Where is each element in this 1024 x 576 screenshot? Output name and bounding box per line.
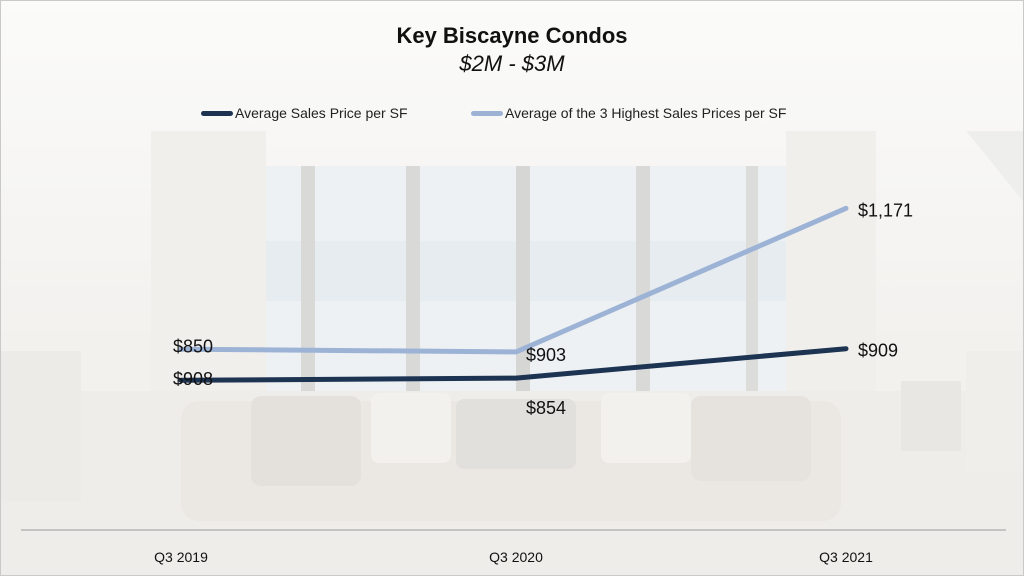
legend-swatch-average xyxy=(201,110,233,116)
legend-item-top3: Average of the 3 Highest Sales Prices pe… xyxy=(471,105,786,121)
series-line-0 xyxy=(178,346,849,383)
legend-label-average: Average Sales Price per SF xyxy=(235,105,408,121)
legend-item-average: Average Sales Price per SF xyxy=(201,105,408,121)
data-label-s1-1: $903 xyxy=(526,345,566,365)
x-tick-label-1: Q3 2020 xyxy=(489,549,543,565)
x-tick-label-0: Q3 2019 xyxy=(154,549,208,565)
data-label-s0-1: $854 xyxy=(526,398,566,418)
x-tick-label-2: Q3 2021 xyxy=(819,549,873,565)
data-label-s1-2: $1,171 xyxy=(858,200,913,220)
data-label-s0-2: $909 xyxy=(858,341,898,361)
legend: Average Sales Price per SF Average of th… xyxy=(1,105,1023,127)
legend-label-top3: Average of the 3 Highest Sales Prices pe… xyxy=(505,105,787,121)
chart-title: Key Biscayne Condos xyxy=(396,23,628,48)
legend-swatch-top3 xyxy=(471,110,503,116)
data-label-s0-0: $850 xyxy=(173,336,213,356)
data-label-s1-0: $908 xyxy=(173,369,213,389)
series-line-1 xyxy=(178,205,849,355)
chart-subtitle: $2M - $3M xyxy=(459,51,565,76)
